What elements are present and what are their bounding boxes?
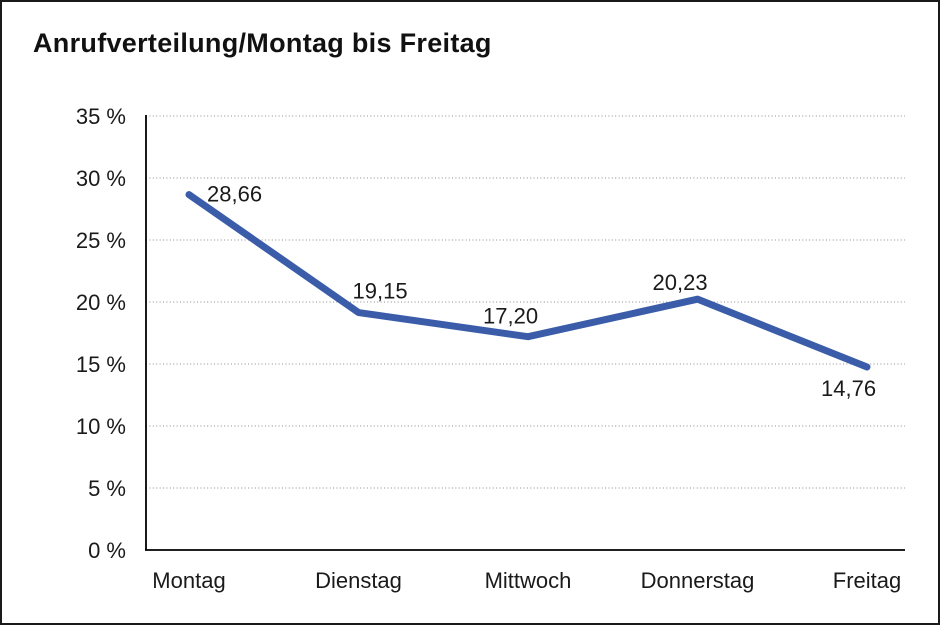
chart-title: Anrufverteilung/Montag bis Freitag <box>33 28 492 58</box>
data-point-label: 20,23 <box>653 270 708 295</box>
y-axis-tick-label: 5 % <box>88 476 126 501</box>
y-axis-tick-label: 0 % <box>88 538 126 563</box>
data-point-labels: 28,66 19,15 17,20 20,23 14,76 <box>207 182 876 401</box>
data-point-label: 28,66 <box>207 182 262 207</box>
y-axis-tick-label: 20 % <box>76 290 126 315</box>
y-axis-tick-label: 10 % <box>76 414 126 439</box>
y-axis-tick-label: 35 % <box>76 104 126 129</box>
axes <box>145 115 905 551</box>
data-point-label: 19,15 <box>353 279 408 304</box>
gridlines <box>146 115 905 489</box>
series-line <box>185 191 871 371</box>
x-axis-category-labels: Montag Dienstag Mittwoch Donnerstag Freitag <box>152 568 901 593</box>
y-axis-tick-labels: 0 % 5 % 10 % 15 % 20 % 25 % 30 % 35 % <box>76 104 126 563</box>
y-axis-tick-label: 15 % <box>76 352 126 377</box>
x-axis-category-label: Mittwoch <box>485 568 572 593</box>
x-axis-category-label: Donnerstag <box>641 568 755 593</box>
y-axis-tick-label: 30 % <box>76 166 126 191</box>
x-axis-category-label: Montag <box>152 568 225 593</box>
data-point-label: 14,76 <box>821 376 876 401</box>
series-line-group <box>185 191 871 371</box>
y-axis-tick-label: 25 % <box>76 228 126 253</box>
x-axis-category-label: Dienstag <box>315 568 402 593</box>
x-axis-category-label: Freitag <box>833 568 901 593</box>
data-point-label: 17,20 <box>483 304 538 329</box>
